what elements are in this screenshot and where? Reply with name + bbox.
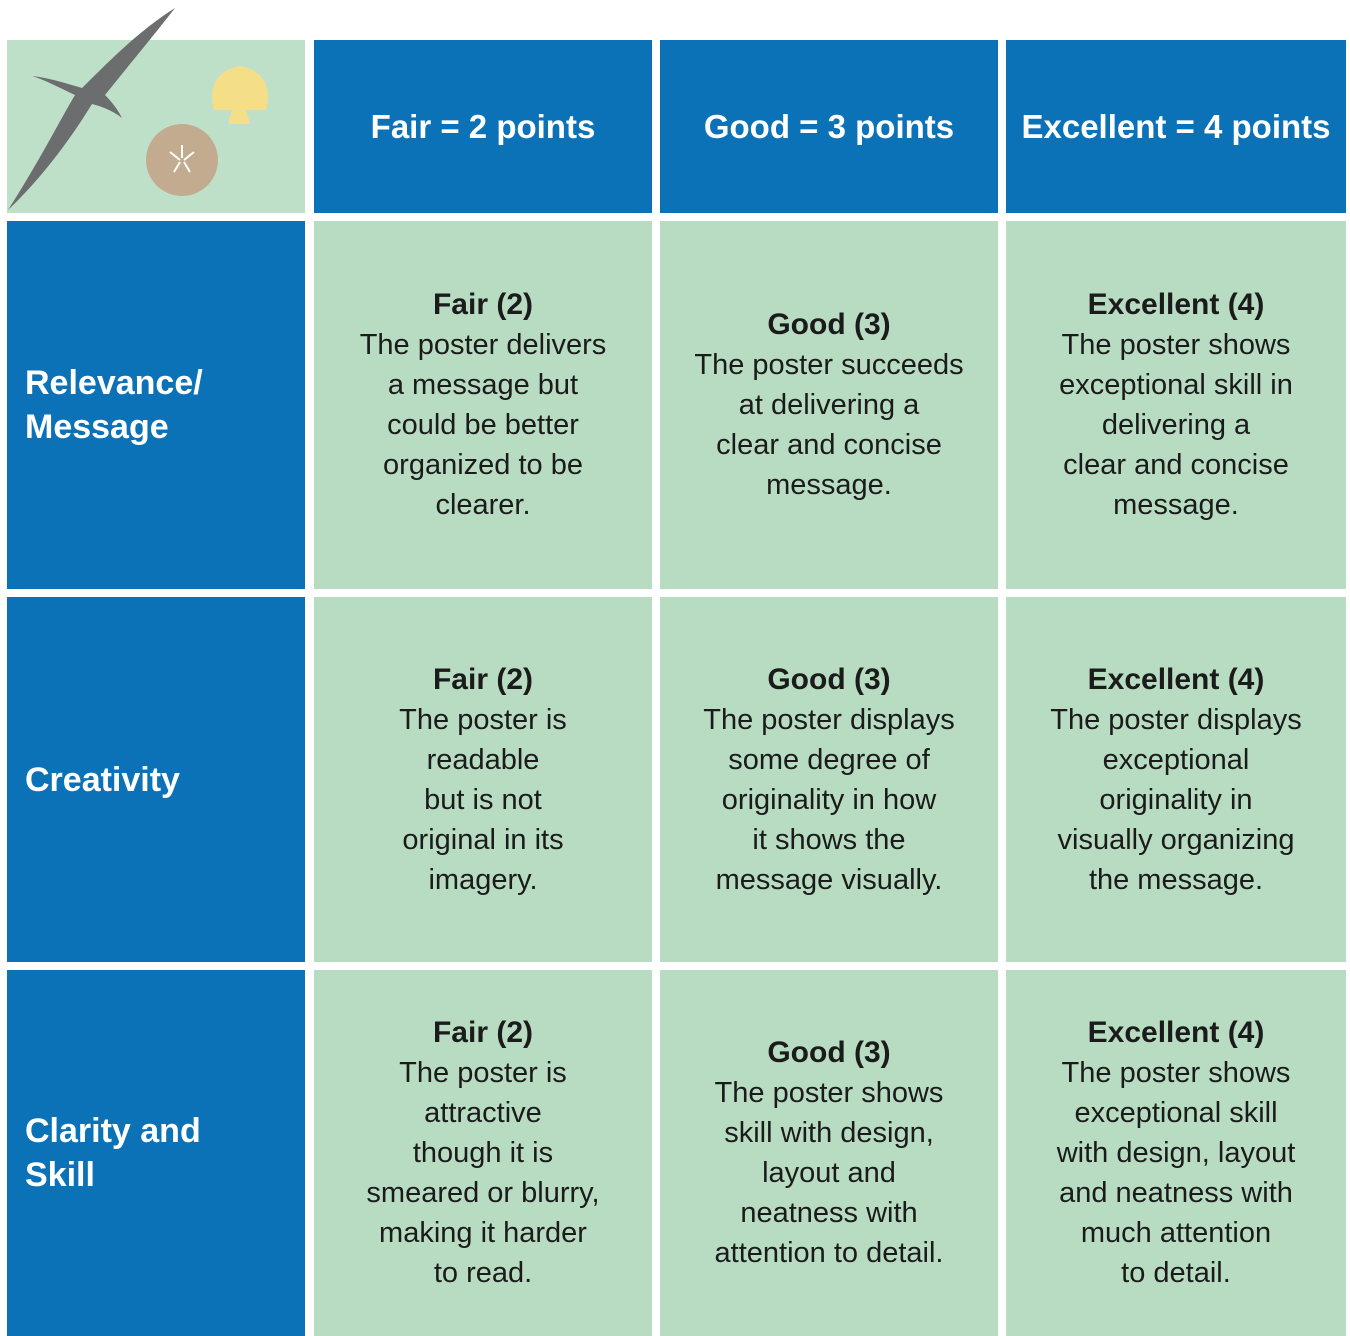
rubric-cell: Good (3) The poster succeeds at delivering…: [660, 221, 998, 589]
cell-line: to detail.: [1121, 1257, 1231, 1289]
cell-title: Excellent (4): [1087, 1016, 1265, 1049]
cell-line: visually organizing: [1057, 823, 1295, 856]
cell-line: some degree of: [728, 743, 930, 776]
cell-line: to read.: [433, 1257, 533, 1289]
row-label: Clarity and Skill: [7, 970, 305, 1336]
cell-line: readable: [426, 743, 540, 776]
cell-line: attractive: [424, 1097, 542, 1129]
cell-title: Good (3): [767, 308, 891, 341]
header-cell: Fair = 2 points: [314, 40, 652, 213]
cell-title: Fair (2): [432, 662, 534, 696]
header-cell: Excellent = 4 points: [1006, 40, 1346, 213]
cell-line: original in its: [402, 823, 564, 856]
cell-line: smeared or blurry,: [366, 1177, 600, 1209]
cell-line: message visually.: [715, 863, 943, 896]
row-label: Creativity: [7, 597, 305, 962]
cell-line: could be better: [387, 409, 579, 441]
cell-line: delivering a: [1101, 409, 1251, 441]
cell-line: the message.: [1088, 863, 1264, 896]
cell-line: exceptional skill in: [1059, 369, 1293, 401]
header-cell: Good = 3 points: [660, 40, 998, 213]
rubric-cell: Excellent (4) The poster displays exceptio…: [1006, 597, 1346, 962]
cell-line: layout and: [762, 1157, 896, 1189]
cell-line: at delivering a: [738, 389, 920, 421]
cell-line: The poster is: [399, 703, 567, 736]
cell-line: The poster shows: [1061, 329, 1291, 361]
cell-line: neatness with: [740, 1197, 918, 1229]
rubric-cell: Excellent (4) The poster shows exceptional…: [1006, 221, 1346, 589]
cell-line: though it is: [412, 1137, 554, 1169]
cell-line: attention to detail.: [714, 1237, 944, 1269]
rubric-cell: Fair (2) The poster delivers a message but…: [314, 221, 652, 589]
rubric-cell: Fair (2) The poster is readable but is not o…: [314, 597, 652, 962]
cell-line: The poster succeeds: [694, 349, 964, 381]
cell-line: clear and concise: [716, 429, 942, 461]
cell-line: it shows the: [752, 823, 906, 856]
row-label: Relevance/Message: [7, 221, 305, 589]
cell-title: Good (3): [767, 662, 891, 696]
cell-title: Excellent (4): [1087, 288, 1265, 321]
cell-title: Fair (2): [432, 1016, 534, 1049]
cell-line: The poster shows: [714, 1077, 944, 1109]
row-label-line: Skill: [25, 1156, 95, 1194]
cell-line: skill with design,: [724, 1117, 934, 1149]
header-text: Excellent = 4 points: [1021, 107, 1331, 145]
cell-line: message.: [766, 469, 892, 501]
header-text: Good = 3 points: [703, 107, 955, 145]
cell-line: imagery.: [428, 863, 538, 896]
cell-title: Excellent (4): [1087, 662, 1265, 696]
cell-line: organized to be: [383, 449, 583, 481]
row-label-line: Creativity: [25, 760, 180, 799]
cell-line: much attention: [1080, 1217, 1272, 1249]
rubric-cell: Good (3) The poster displays some degree o…: [660, 597, 998, 962]
row-label-line: Message: [25, 408, 169, 446]
cell-line: and neatness with: [1059, 1177, 1293, 1209]
cell-line: The poster delivers: [359, 329, 607, 361]
cell-line: a message but: [387, 369, 579, 401]
cell-line: The poster shows: [1061, 1057, 1291, 1089]
cell-line: but is not: [424, 783, 542, 816]
cell-line: The poster displays: [1050, 703, 1302, 736]
cell-line: originality in: [1099, 783, 1253, 816]
cell-line: exceptional: [1102, 743, 1250, 776]
cell-line: message.: [1113, 489, 1239, 521]
decoration: [8, 8, 269, 210]
cell-line: exceptional skill: [1074, 1097, 1278, 1129]
cell-line: making it harder: [379, 1217, 587, 1249]
row-label-line: Relevance/: [25, 364, 203, 402]
header-text: Fair = 2 points: [370, 107, 596, 145]
cell-line: The poster is: [399, 1057, 567, 1089]
rubric-cell: Good (3) The poster shows skill with desig…: [660, 970, 998, 1336]
cell-line: originality in how: [721, 783, 937, 816]
row-label-line: Clarity and: [25, 1112, 201, 1150]
rubric-cell: Excellent (4) The poster shows exceptional…: [1006, 970, 1346, 1336]
cell-line: The poster displays: [703, 703, 955, 736]
rubric-cell: Fair (2) The poster is attractive though it…: [314, 970, 652, 1336]
cell-title: Good (3): [767, 1036, 891, 1069]
cell-line: clearer.: [435, 489, 531, 521]
cell-line: with design, layout: [1056, 1137, 1296, 1169]
cell-title: Fair (2): [432, 288, 534, 321]
cell-line: clear and concise: [1063, 449, 1289, 481]
